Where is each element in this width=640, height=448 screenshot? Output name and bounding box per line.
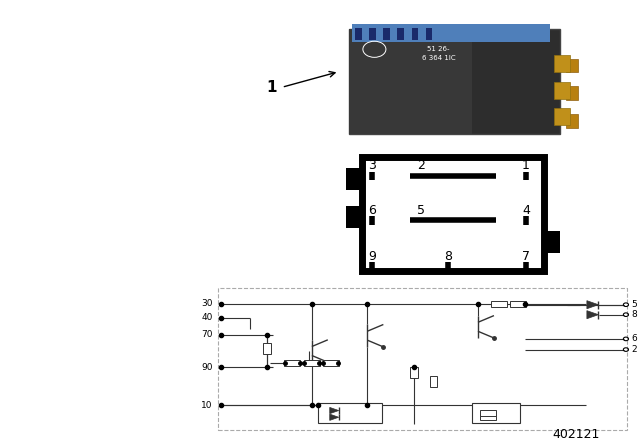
Text: 90: 90 bbox=[201, 363, 212, 372]
Text: 40: 40 bbox=[201, 313, 212, 322]
Bar bbox=[349, 29, 472, 134]
Text: 10: 10 bbox=[201, 401, 212, 409]
Bar bbox=[412, 28, 418, 40]
Text: 8: 8 bbox=[444, 250, 452, 263]
Text: 8: 8 bbox=[632, 310, 637, 319]
Text: 2: 2 bbox=[632, 345, 637, 354]
Bar bbox=[410, 367, 418, 379]
Bar bbox=[362, 157, 544, 271]
Text: 70: 70 bbox=[201, 330, 212, 339]
Text: 4: 4 bbox=[522, 204, 530, 217]
Bar bbox=[284, 360, 300, 366]
Bar bbox=[554, 82, 570, 99]
Bar bbox=[218, 288, 627, 430]
Text: 3: 3 bbox=[369, 159, 376, 172]
Text: 2: 2 bbox=[417, 159, 425, 172]
Text: 1: 1 bbox=[522, 159, 530, 172]
Polygon shape bbox=[587, 310, 598, 319]
Bar bbox=[566, 86, 578, 100]
Bar bbox=[355, 28, 362, 40]
Bar bbox=[426, 28, 432, 40]
Bar bbox=[492, 302, 507, 307]
Bar bbox=[318, 403, 382, 423]
Text: 9: 9 bbox=[369, 250, 376, 263]
Text: 5: 5 bbox=[632, 300, 637, 309]
Bar bbox=[303, 360, 319, 366]
Polygon shape bbox=[330, 414, 339, 420]
Polygon shape bbox=[330, 407, 339, 414]
Bar bbox=[479, 414, 495, 420]
Text: 1: 1 bbox=[267, 80, 277, 95]
Text: 7: 7 bbox=[522, 250, 530, 263]
Text: 5: 5 bbox=[417, 204, 425, 217]
Bar bbox=[346, 168, 362, 190]
Bar bbox=[397, 28, 404, 40]
Bar bbox=[323, 360, 339, 366]
Polygon shape bbox=[587, 301, 598, 309]
Bar bbox=[554, 108, 570, 125]
Text: 6 364 1IC: 6 364 1IC bbox=[422, 55, 455, 61]
Bar bbox=[349, 29, 560, 134]
Text: 51 26-: 51 26- bbox=[427, 46, 450, 52]
Bar bbox=[544, 231, 560, 253]
Text: 30: 30 bbox=[201, 300, 212, 309]
Bar bbox=[429, 376, 437, 388]
Bar bbox=[511, 302, 526, 307]
Bar bbox=[346, 206, 362, 228]
Bar bbox=[352, 24, 550, 42]
Bar bbox=[566, 59, 578, 72]
Bar bbox=[369, 28, 376, 40]
Bar bbox=[479, 410, 495, 416]
Text: 402121: 402121 bbox=[552, 428, 600, 441]
Bar bbox=[383, 28, 390, 40]
Bar bbox=[263, 343, 271, 354]
Text: 6: 6 bbox=[632, 334, 637, 344]
Bar bbox=[566, 114, 578, 128]
Bar bbox=[472, 403, 520, 423]
Text: 6: 6 bbox=[369, 204, 376, 217]
Bar bbox=[554, 55, 570, 72]
